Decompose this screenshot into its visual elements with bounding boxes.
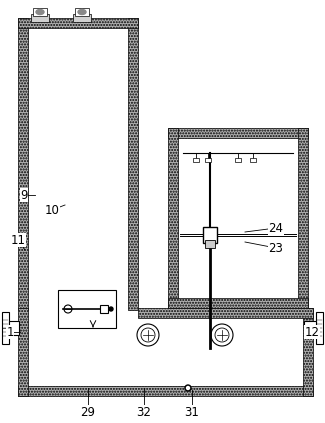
Bar xyxy=(73,14,91,22)
Bar xyxy=(58,290,116,328)
Text: 12: 12 xyxy=(305,326,319,338)
Text: 11: 11 xyxy=(10,233,25,247)
Bar xyxy=(28,308,303,386)
Bar xyxy=(304,321,316,335)
Bar xyxy=(193,158,199,162)
Bar xyxy=(168,128,178,308)
Bar xyxy=(31,14,49,22)
Bar xyxy=(316,312,323,344)
Bar xyxy=(2,312,9,344)
Bar xyxy=(33,8,47,16)
Bar xyxy=(168,298,308,308)
Bar xyxy=(138,308,313,318)
Bar xyxy=(178,138,298,298)
Bar xyxy=(18,308,28,396)
Bar xyxy=(128,18,138,310)
Bar xyxy=(250,158,256,162)
Text: 10: 10 xyxy=(45,203,59,217)
Bar xyxy=(100,305,108,313)
Ellipse shape xyxy=(36,9,44,14)
Bar xyxy=(298,128,308,308)
Bar xyxy=(18,18,138,28)
Bar xyxy=(18,18,28,310)
Bar xyxy=(18,386,313,396)
Text: 24: 24 xyxy=(268,222,283,234)
Text: 23: 23 xyxy=(268,242,283,255)
Circle shape xyxy=(185,385,191,391)
Bar xyxy=(9,321,19,335)
Bar xyxy=(168,128,308,138)
Circle shape xyxy=(109,307,113,311)
Text: 1: 1 xyxy=(6,326,14,338)
Circle shape xyxy=(187,387,189,390)
Ellipse shape xyxy=(78,9,86,14)
Text: 32: 32 xyxy=(136,406,151,418)
Bar xyxy=(235,158,241,162)
Text: 9: 9 xyxy=(20,189,28,201)
Text: 31: 31 xyxy=(185,406,200,418)
Bar xyxy=(75,8,89,16)
Bar xyxy=(205,158,211,162)
Bar xyxy=(303,308,313,396)
Text: 29: 29 xyxy=(81,406,96,418)
Bar xyxy=(28,28,128,310)
Bar xyxy=(203,227,217,243)
Bar xyxy=(205,240,215,248)
